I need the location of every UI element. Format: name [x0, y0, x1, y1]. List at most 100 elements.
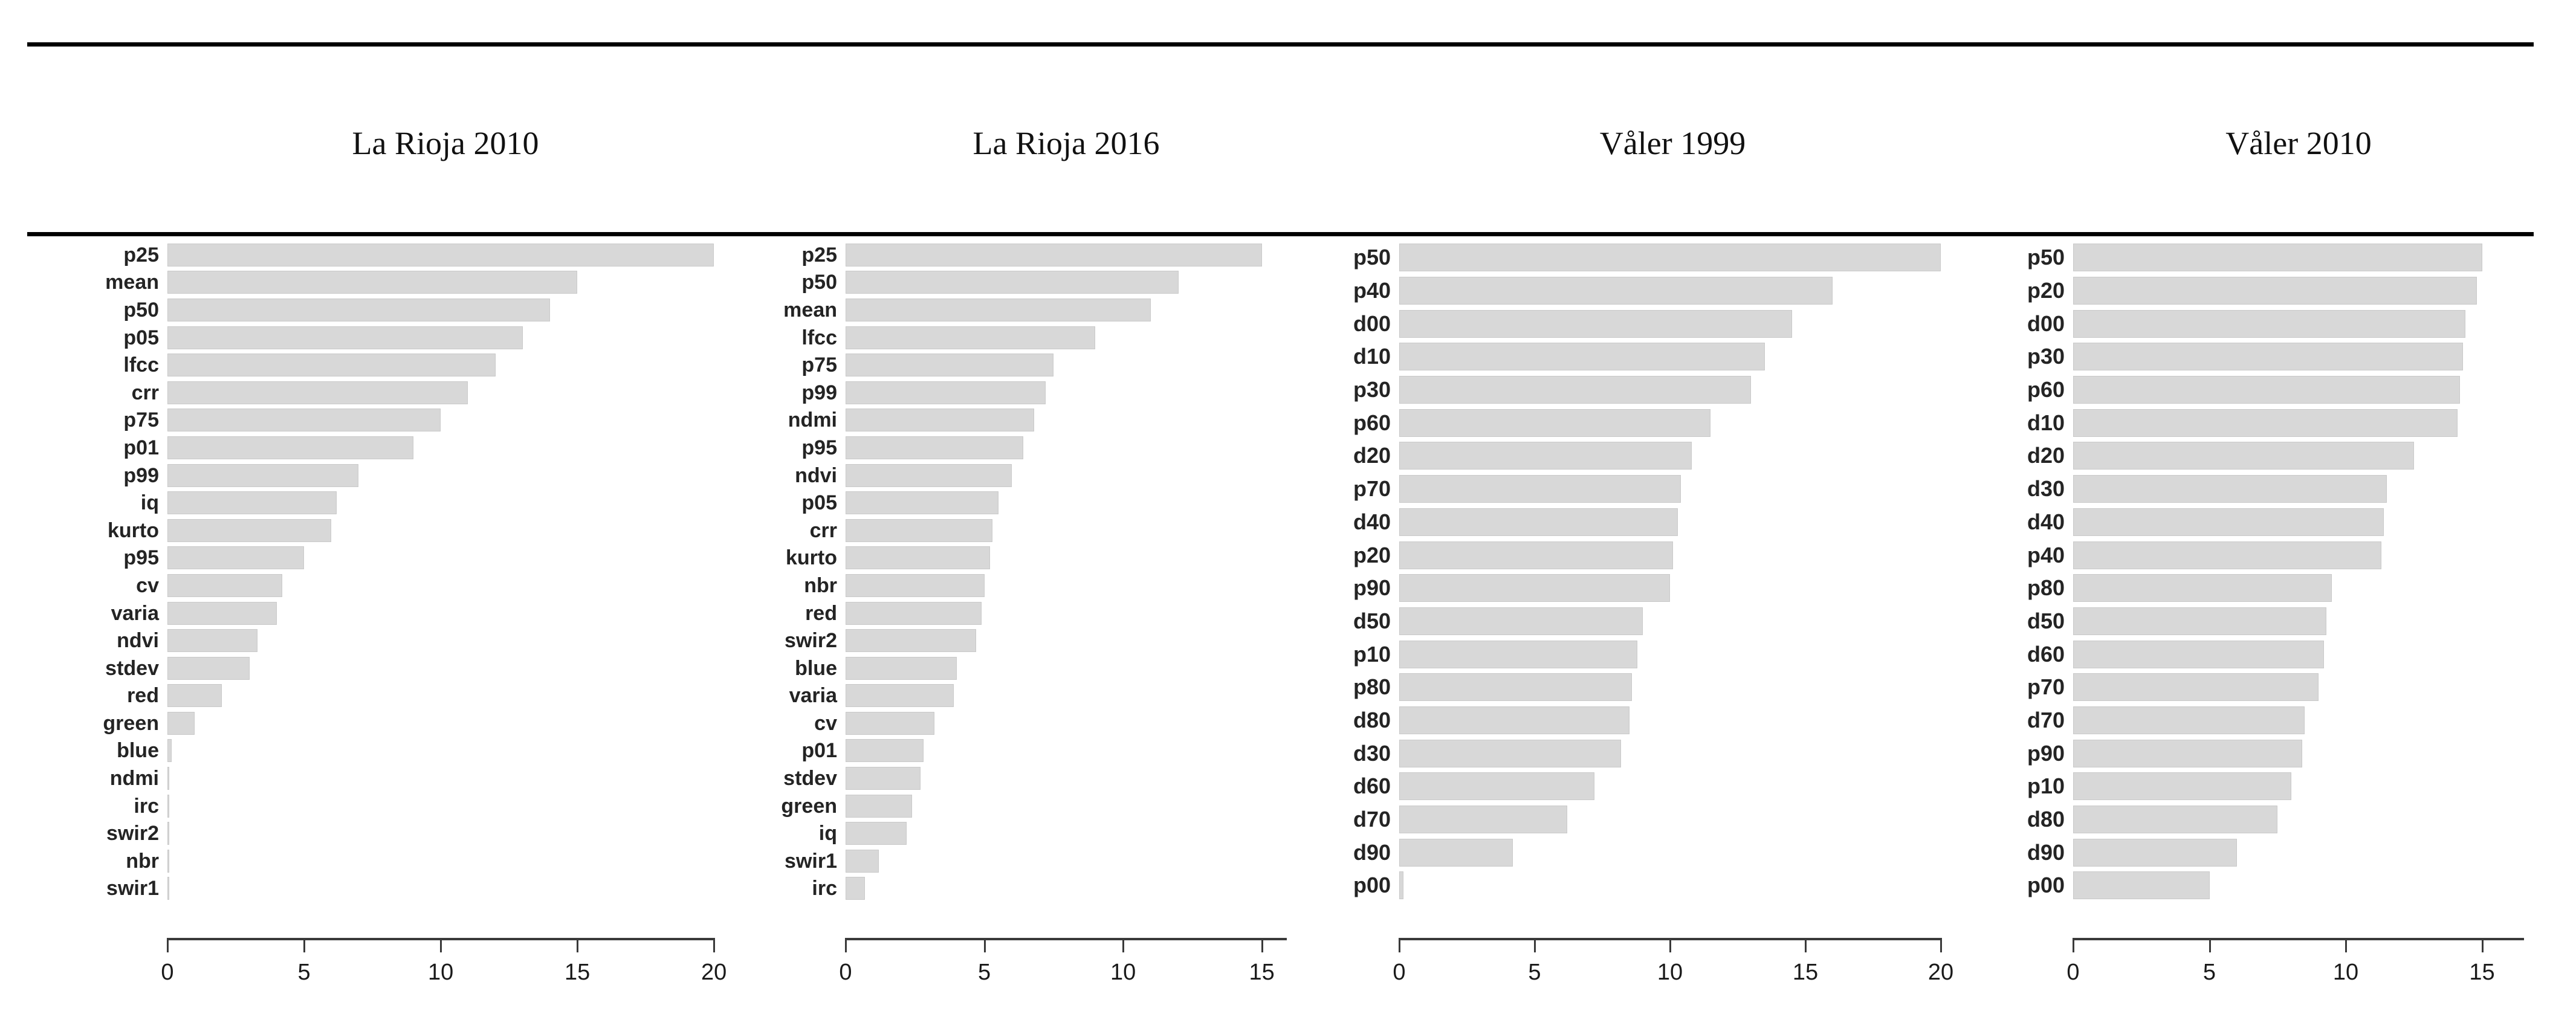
category-label: d40	[2027, 509, 2065, 534]
category-label: ndmi	[788, 409, 837, 432]
bar-track	[167, 407, 723, 434]
category-label: p99	[123, 464, 159, 487]
bar-track	[167, 434, 723, 462]
bar-track	[846, 269, 1287, 297]
bar-track	[167, 296, 723, 324]
bar-row: lfcc	[723, 324, 1287, 352]
category-label: p00	[1353, 873, 1391, 898]
bar	[167, 739, 172, 763]
category-label: d80	[1353, 707, 1391, 732]
bar-row: d80	[1299, 704, 1946, 737]
bar-track	[846, 351, 1287, 379]
x-axis-line	[846, 938, 1287, 940]
bar-track	[167, 572, 723, 599]
bar-track	[2073, 340, 2524, 373]
bar-track	[167, 737, 723, 765]
category-label: green	[103, 711, 159, 735]
bar-track	[2073, 439, 2524, 473]
bar-row: d60	[1947, 638, 2524, 671]
bar-track	[2073, 241, 2524, 274]
bar-row: p90	[1947, 737, 2524, 770]
category-label: ndvi	[117, 629, 159, 653]
bar-row: p30	[1947, 340, 2524, 373]
bar	[1399, 376, 1752, 404]
bar	[167, 877, 170, 900]
bar-track	[167, 627, 723, 654]
bar	[1399, 640, 1638, 668]
bar-track	[1399, 836, 1946, 869]
bar-track	[2073, 869, 2524, 902]
x-axis-tick-label: 10	[1110, 960, 1136, 985]
bar-track	[1399, 439, 1946, 473]
bar-row: p01	[24, 434, 723, 462]
category-label: d70	[2027, 707, 2065, 732]
bar-row: p20	[1947, 274, 2524, 308]
bar-row: mean	[723, 296, 1287, 324]
bar	[1399, 871, 1403, 900]
category-label: p95	[123, 546, 159, 570]
panel-title: Våler 1999	[1599, 125, 1746, 161]
bar-row: stdev	[723, 764, 1287, 792]
category-label: d60	[1353, 774, 1391, 799]
category-label: irc	[134, 794, 159, 818]
bar-row: d40	[1947, 506, 2524, 539]
category-label: p50	[2027, 245, 2065, 270]
bar-track	[1399, 307, 1946, 340]
bar	[2073, 475, 2387, 503]
category-label: d90	[1353, 839, 1391, 865]
bar-track	[846, 241, 1287, 269]
bar-track	[846, 517, 1287, 544]
category-label: p50	[123, 298, 159, 321]
header-rule	[27, 232, 2534, 236]
bar	[167, 354, 496, 377]
bar-rows: p50 p20 d00 p30 p60 d10 d20 d30 d40 p40 p80 d50 d60 p…	[1947, 241, 2524, 902]
category-label: p01	[801, 739, 837, 763]
bar-row: p01	[723, 737, 1287, 765]
bar-track	[846, 434, 1287, 462]
category-label: d00	[2027, 311, 2065, 336]
bar-track	[167, 462, 723, 489]
bar	[846, 464, 1012, 487]
bar-row: d90	[1299, 836, 1946, 869]
bar	[167, 381, 468, 404]
x-axis-tick	[1122, 938, 1125, 952]
bar-track	[846, 324, 1287, 352]
bar-track	[2073, 638, 2524, 671]
bar	[1399, 772, 1594, 801]
bar-row: p50	[1947, 241, 2524, 274]
bar-row: kurto	[723, 544, 1287, 572]
bar-row: p25	[723, 241, 1287, 269]
bar-track	[846, 875, 1287, 903]
category-label: d30	[2027, 476, 2065, 502]
bar	[1399, 739, 1622, 767]
bar-row: p99	[24, 462, 723, 489]
bar-track	[167, 819, 723, 847]
bar-rows: p25 mean p50 p05 lfcc crr p75 p01 p99 iq kurto p95 c…	[24, 241, 723, 902]
x-axis-tick	[167, 938, 169, 952]
x-axis-tick-label: 10	[2332, 960, 2359, 985]
x-axis-tick	[1534, 938, 1536, 952]
x-axis-tick	[2481, 938, 2484, 952]
bar-row: swir1	[723, 847, 1287, 875]
bar-track	[1399, 572, 1946, 605]
x-axis-tick-label: 10	[427, 960, 454, 985]
bar-track	[846, 407, 1287, 434]
category-label: lfcc	[801, 326, 837, 349]
bar-row: p50	[24, 296, 723, 324]
x-axis-tick-label: 5	[977, 960, 991, 985]
category-label: p40	[2027, 542, 2065, 567]
category-label: nbr	[804, 573, 837, 597]
bar	[846, 849, 879, 873]
category-label: nbr	[126, 849, 159, 873]
bar	[2073, 673, 2319, 702]
category-label: p95	[801, 436, 837, 459]
bar-track	[1399, 340, 1946, 373]
bar	[2073, 277, 2477, 305]
panel-våler-2010: Våler 2010 p50 p20 d00 p30 p60 d10 d20 d30 d40 p40…	[1947, 54, 2524, 1011]
bar-track	[1399, 373, 1946, 407]
bar-track	[2073, 770, 2524, 803]
category-label: p25	[801, 243, 837, 266]
bar	[167, 684, 222, 708]
bar-row: cv	[723, 709, 1287, 737]
bar	[846, 326, 1096, 349]
